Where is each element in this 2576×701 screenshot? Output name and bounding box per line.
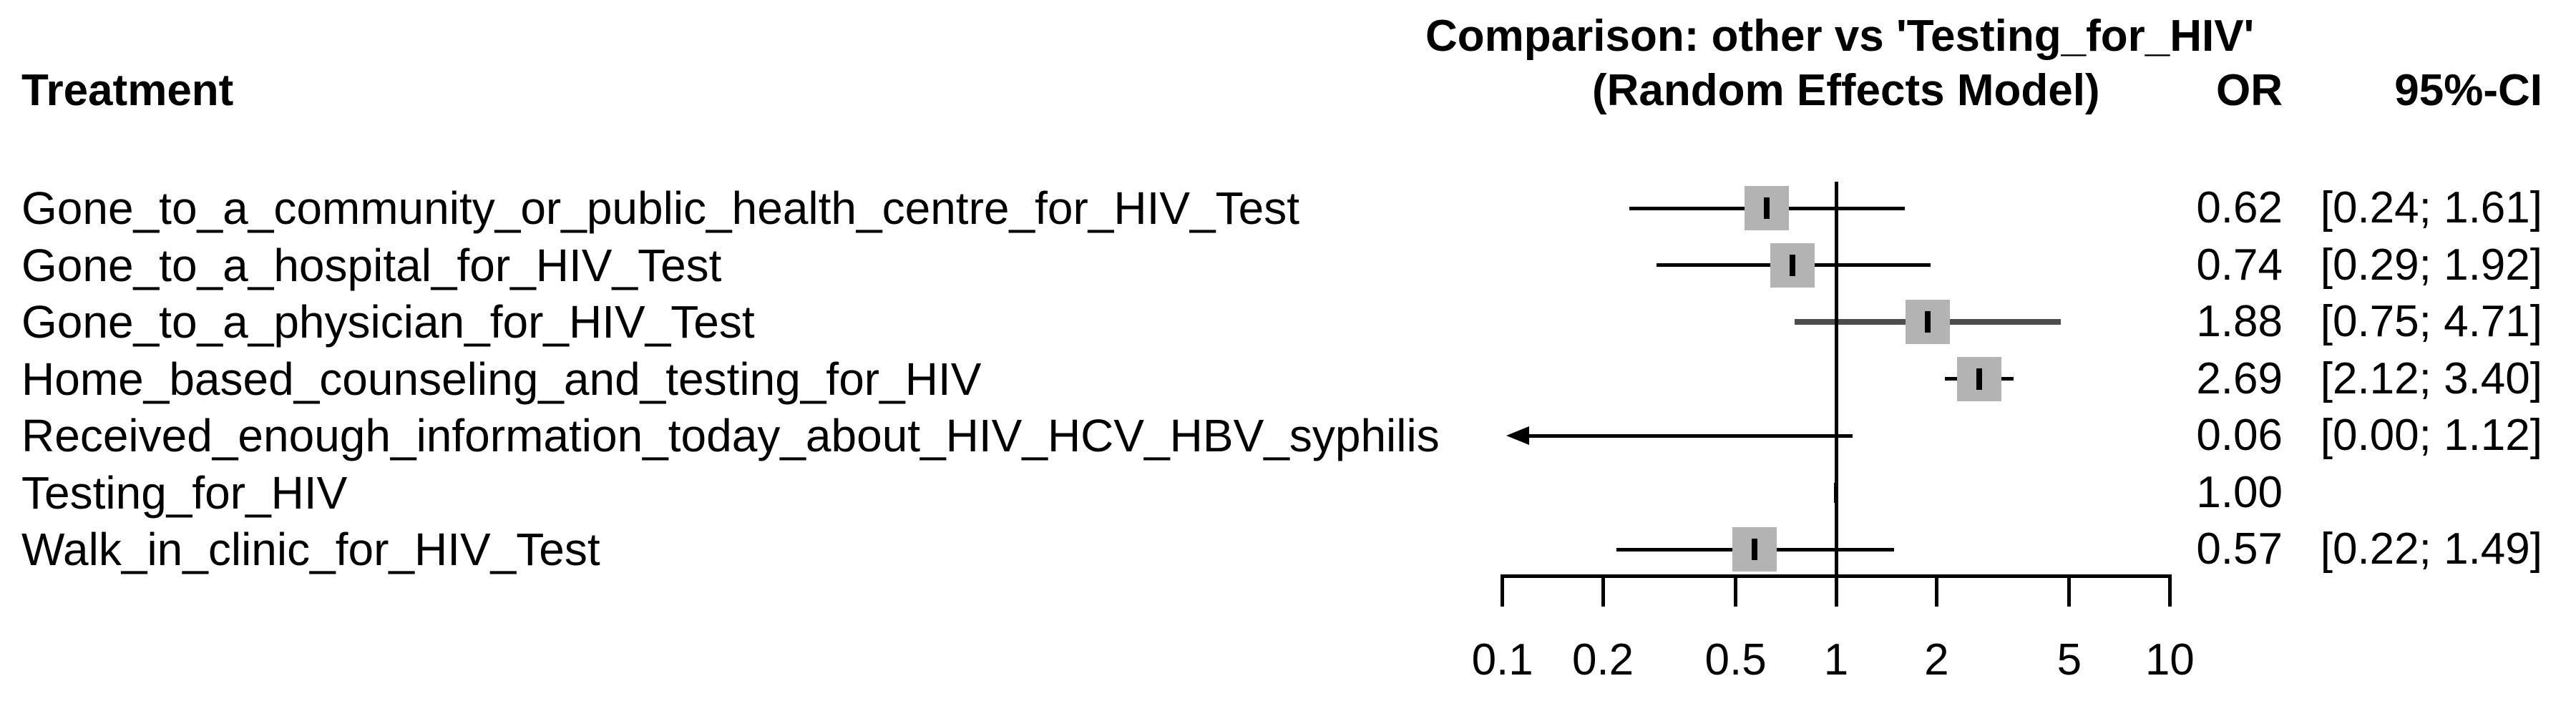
chart-title-line1: Comparison: other vs 'Testing_for_HIV' [1425,11,2255,61]
ci-value: [0.00; 1.12] [2320,411,2542,460]
confidence-interval-line [1523,433,1853,438]
or-value: 0.57 [2196,524,2283,574]
row-label: Home_based_counseling_and_testing_for_HI… [21,353,982,405]
or-value: 1.88 [2196,297,2283,346]
x-axis-tick [1501,574,1505,607]
x-axis-tick-label: 1 [1823,635,1849,685]
column-header-treatment: Treatment [21,66,234,115]
ci-value: [0.29; 1.92] [2320,240,2542,290]
estimate-tick [1976,368,1983,390]
estimate-tick [1752,539,1758,560]
x-axis-tick-label: 0.1 [1471,635,1533,685]
row-label: Gone_to_a_hospital_for_HIV_Test [21,239,722,291]
or-value: 0.06 [2196,411,2283,460]
reference-line [1834,182,1838,604]
x-axis-tick [1734,574,1738,607]
row-label: Walk_in_clinic_for_HIV_Test [21,524,600,575]
x-axis-tick-label: 0.2 [1571,635,1634,685]
ci-value: [0.24; 1.61] [2320,183,2542,232]
x-axis-tick-label: 0.5 [1704,635,1767,685]
estimate-tick [1924,311,1931,333]
or-value: 1.00 [2196,467,2283,517]
or-value: 0.74 [2196,240,2283,290]
x-axis-tick-label: 2 [1924,635,1949,685]
x-axis-tick [2167,574,2172,607]
ci-value: [0.75; 4.71] [2320,297,2542,346]
estimate-tick [1790,254,1796,276]
row-label: Testing_for_HIV [21,466,348,519]
ci-value: [2.12; 3.40] [2320,353,2542,403]
x-axis-tick-label: 10 [2145,635,2195,685]
x-axis-tick [1834,574,1838,607]
x-axis-tick [1601,574,1605,607]
ci-value: [0.22; 1.49] [2320,524,2542,574]
x-axis-tick-label: 5 [2057,635,2082,685]
row-label: Gone_to_a_physician_for_HIV_Test [21,296,755,348]
column-header-or: OR [2216,66,2283,115]
arrow-left-icon [1506,426,1529,445]
or-value: 2.69 [2196,353,2283,403]
x-axis-tick [1934,574,1938,607]
estimate-tick [1764,197,1770,219]
row-label: Received_enough_information_today_about_… [21,410,1440,461]
or-value: 0.62 [2196,183,2283,232]
column-header-ci: 95%-CI [2394,66,2542,115]
row-label: Gone_to_a_community_or_public_health_cen… [21,182,1299,234]
x-axis-tick [2067,574,2072,607]
chart-title-line2: (Random Effects Model) [1592,66,2100,115]
